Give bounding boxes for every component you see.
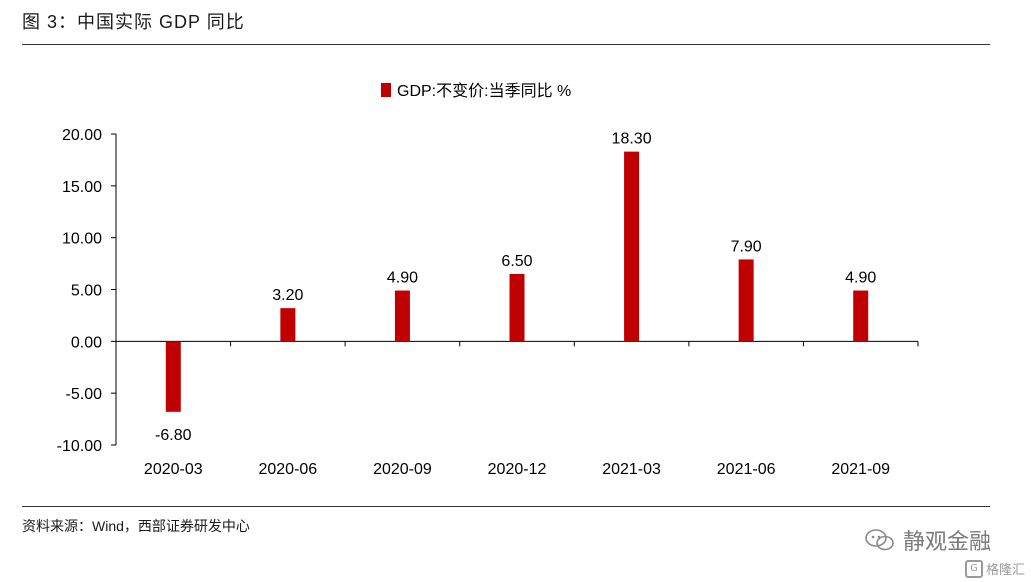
- legend-swatch: [381, 83, 391, 97]
- figure-title: 图 3：中国实际 GDP 同比: [22, 12, 245, 32]
- brand-text: 格隆汇: [985, 563, 1025, 578]
- g-logo-icon: G: [964, 559, 983, 578]
- x-tick-label: 2020-09: [373, 461, 432, 478]
- top-divider: [22, 44, 990, 45]
- bar: [509, 273, 525, 342]
- data-label: -6.80: [155, 427, 192, 444]
- gdp-bar-chart: GDP:不变价:当季同比 % 20.00 15.00 10.00 5.00 0.00 -5…: [57, 82, 919, 478]
- data-labels: -6.80 3.20 4.90 6.50 18.30 7.90 4.90: [155, 131, 876, 444]
- data-label: 3.20: [272, 287, 303, 304]
- bar: [624, 151, 640, 342]
- x-tick-label: 2020-12: [488, 461, 547, 478]
- legend-label: GDP:不变价:当季同比 %: [397, 82, 571, 100]
- legend: GDP:不变价:当季同比 %: [381, 82, 571, 100]
- x-tick-label: 2020-03: [144, 461, 203, 478]
- x-tick-label: 2021-09: [831, 461, 890, 478]
- data-label: 4.90: [845, 270, 876, 287]
- watermark-text: 静观金融: [902, 530, 991, 555]
- y-tick-label: 20.00: [62, 127, 102, 144]
- bar: [165, 341, 181, 412]
- wechat-icon: [865, 529, 894, 551]
- x-tick-label: 2021-03: [602, 461, 661, 478]
- brand-mark: G 格隆汇: [964, 559, 1025, 578]
- data-label: 7.90: [731, 238, 762, 255]
- y-tick-label: 0.00: [71, 334, 102, 351]
- y-tick-label: 15.00: [62, 179, 102, 196]
- x-tick-label: 2020-06: [258, 461, 317, 478]
- bar: [738, 259, 754, 342]
- bar: [280, 308, 296, 342]
- bar: [853, 290, 869, 342]
- x-axis: 2020-03 2020-06 2020-09 2020-12 2021-03 2021-…: [116, 340, 919, 478]
- y-tick-label: -10.00: [57, 438, 102, 455]
- data-label: 4.90: [387, 270, 418, 287]
- x-tick-label: 2021-06: [717, 461, 776, 478]
- y-tick-label: 5.00: [71, 283, 102, 300]
- source-note: 资料来源：Wind，西部证券研发中心: [22, 518, 250, 534]
- bar: [394, 290, 410, 342]
- data-label: 18.30: [612, 131, 652, 148]
- bars: [165, 151, 869, 412]
- y-axis: 20.00 15.00 10.00 5.00 0.00 -5.00 -10.00: [57, 127, 117, 455]
- y-tick-label: 10.00: [62, 231, 102, 248]
- data-label: 6.50: [501, 253, 532, 270]
- bottom-divider: [22, 506, 990, 507]
- watermark: 静观金融: [865, 524, 991, 556]
- y-tick-label: -5.00: [66, 386, 103, 403]
